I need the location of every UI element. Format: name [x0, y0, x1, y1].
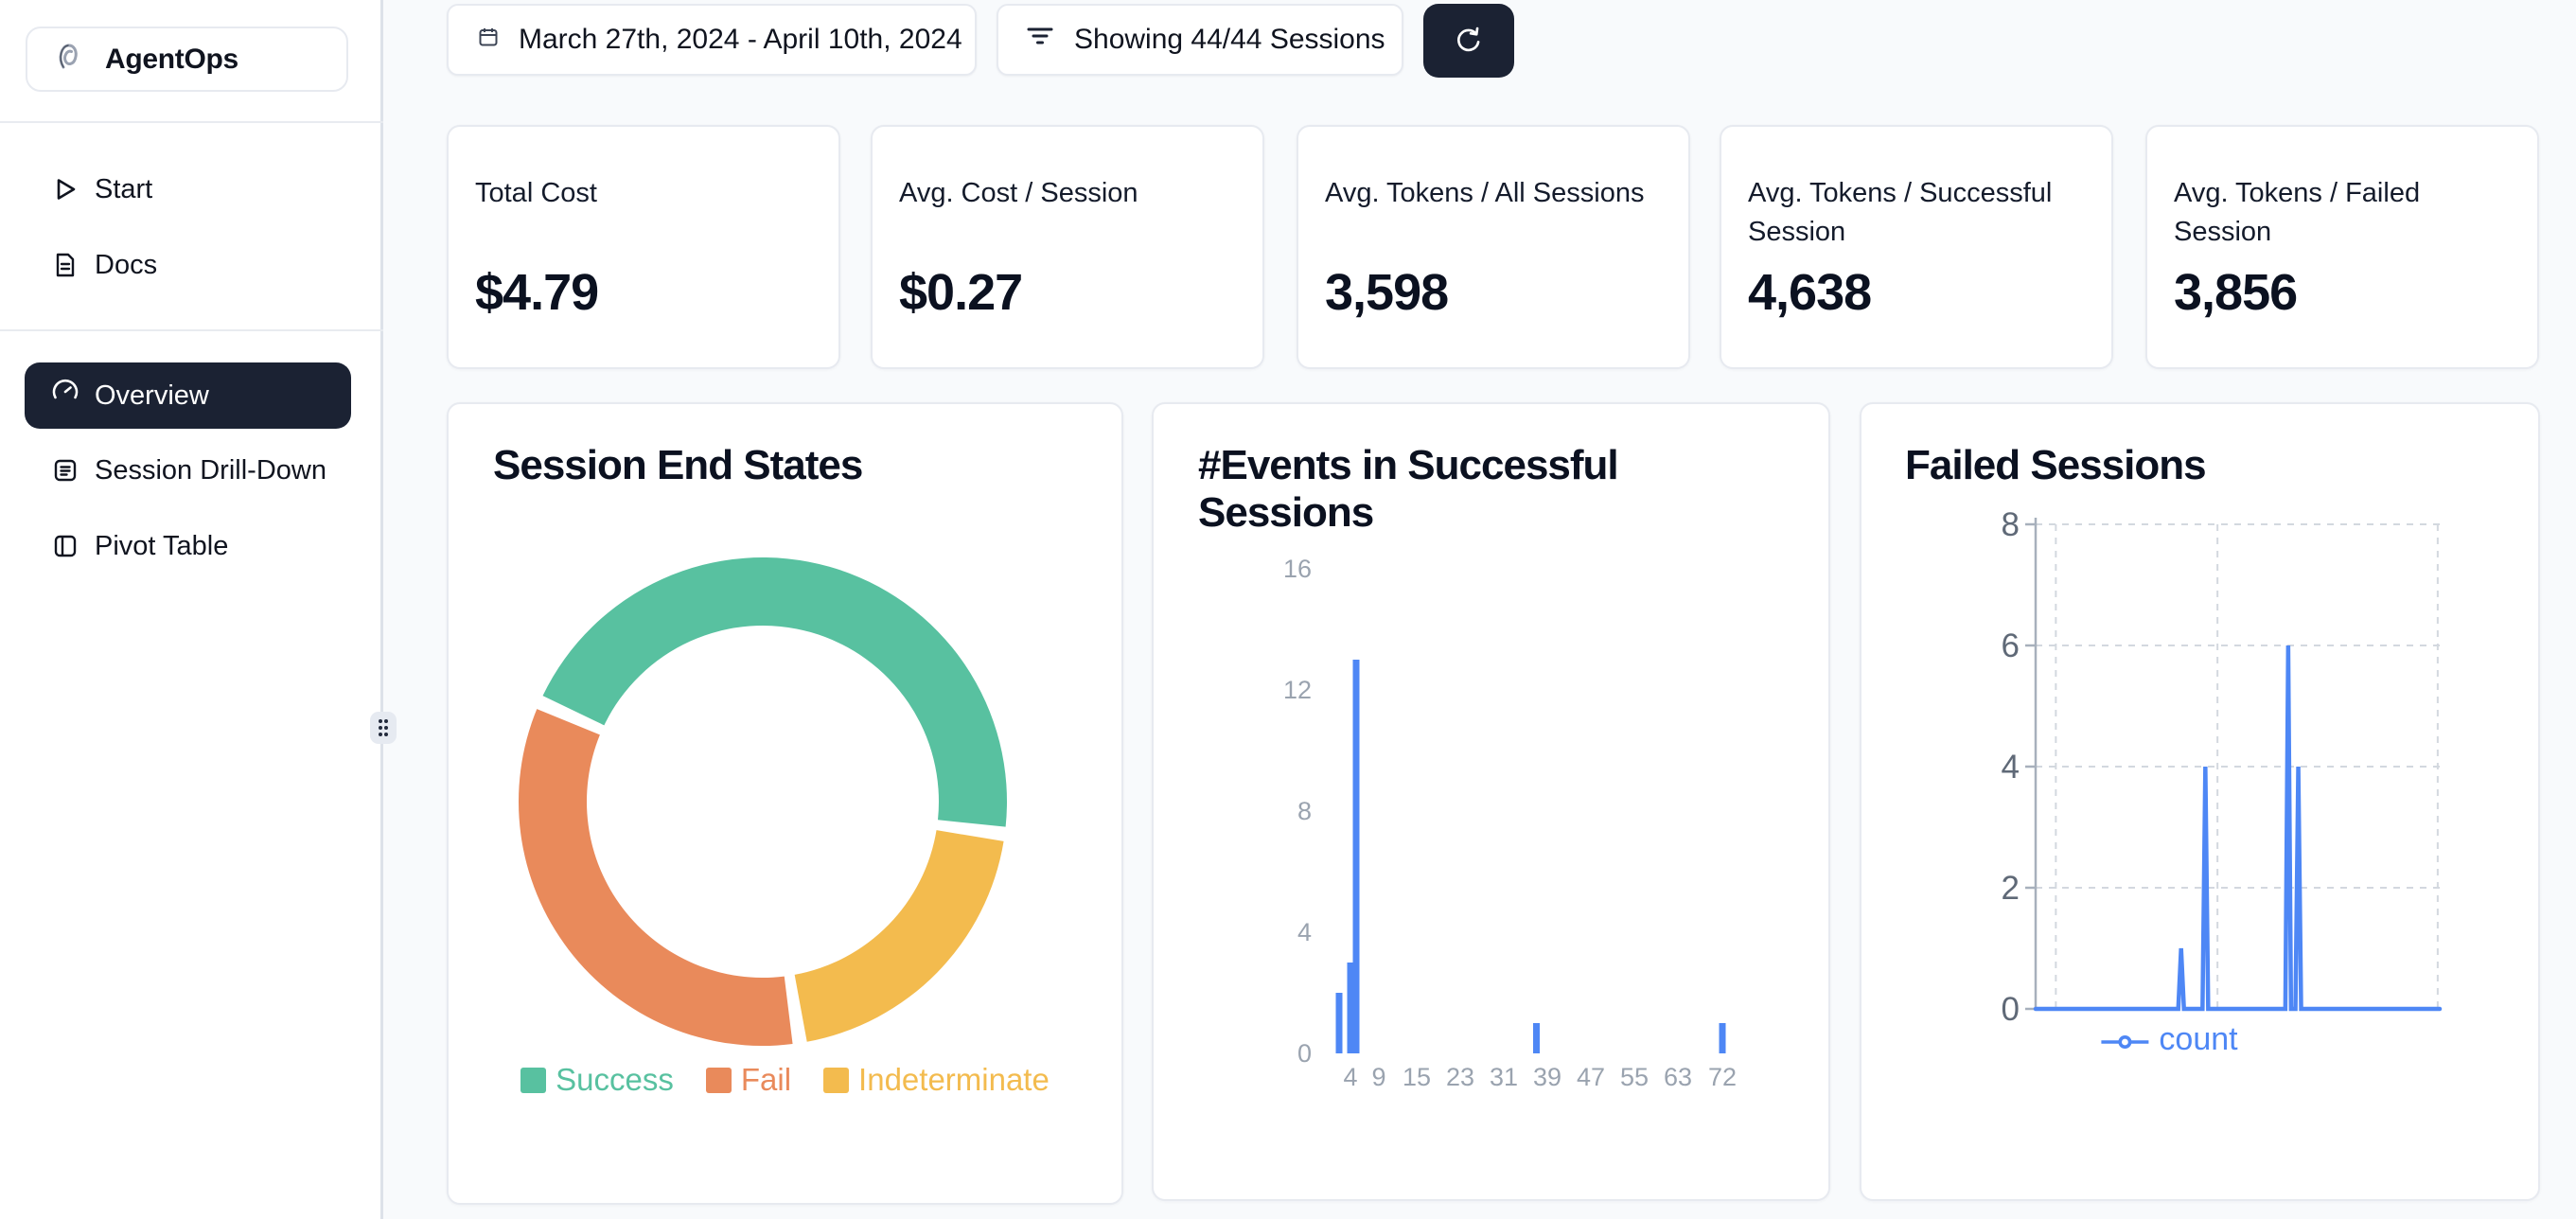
svg-text:15: 15: [1403, 1063, 1431, 1091]
stat-label: Avg. Tokens / Successful Session: [1748, 178, 2053, 247]
sidebar-item-label: Start: [95, 173, 153, 204]
logo-text: AgentOps: [105, 43, 238, 75]
sidebar-item-label: Docs: [95, 249, 158, 280]
stat-label: Avg. Cost / Session: [899, 178, 1138, 208]
stat-value: 3,598: [1325, 264, 1449, 321]
session-document-icon: [51, 456, 79, 485]
sidebar-item-overview[interactable]: Overview: [25, 362, 351, 429]
play-icon: [51, 175, 79, 203]
stat-label: Avg. Tokens / Failed Session: [2174, 178, 2421, 247]
svg-text:0: 0: [1297, 1039, 1312, 1068]
sidebar-item-docs[interactable]: Docs: [0, 238, 383, 292]
chart-title: #Events in Successful Sessions: [1198, 442, 1619, 536]
legend-swatch: [823, 1067, 850, 1093]
count-legend[interactable]: count: [2100, 1021, 2238, 1058]
svg-text:72: 72: [1708, 1063, 1737, 1091]
svg-text:23: 23: [1446, 1063, 1474, 1091]
session-end-states-card: Session End States Success Fail Indeterm…: [447, 402, 1123, 1205]
svg-text:55: 55: [1620, 1063, 1649, 1091]
pivot-table-icon: [51, 532, 79, 560]
svg-text:0: 0: [2002, 991, 2020, 1028]
legend-swatch: [705, 1067, 732, 1093]
stat-card-total-cost: Total Cost $4.79: [447, 125, 840, 369]
failed-sessions-line-chart: 0 2 4 6 8: [2002, 506, 2443, 1028]
svg-text:4: 4: [1297, 918, 1312, 946]
svg-text:8: 8: [2002, 506, 2020, 543]
gauge-icon: [51, 378, 79, 414]
failed-sessions-card: Failed Sessions 0 2 4 6 8 count: [1860, 402, 2540, 1201]
svg-text:63: 63: [1664, 1063, 1692, 1091]
docs-icon: [51, 251, 79, 279]
stat-value: $4.79: [475, 264, 599, 321]
date-range-label: March 27th, 2024 - April 10th, 2024: [519, 24, 962, 55]
sidebar-resize-handle[interactable]: [370, 712, 397, 744]
legend-label: Fail: [740, 1062, 792, 1097]
stat-label: Avg. Tokens / All Sessions: [1325, 178, 1645, 208]
svg-text:4: 4: [2002, 749, 2020, 786]
stat-value: 4,638: [1748, 264, 1872, 321]
stat-value: $0.27: [899, 264, 1023, 321]
sidebar-divider-mid: [0, 329, 383, 331]
paperclip-logo-icon: [52, 40, 86, 79]
svg-text:47: 47: [1577, 1063, 1605, 1091]
refresh-button[interactable]: [1423, 4, 1514, 78]
stat-card-avg-cost-session: Avg. Cost / Session $0.27: [871, 125, 1264, 369]
stat-card-avg-tokens-failed: Avg. Tokens / Failed Session 3,856: [2145, 125, 2539, 369]
filter-icon: [1025, 22, 1055, 58]
svg-text:12: 12: [1283, 676, 1312, 704]
sessions-filter-button[interactable]: Showing 44/44 Sessions: [997, 4, 1403, 76]
stat-label: Total Cost: [475, 178, 597, 208]
svg-text:6: 6: [2002, 627, 2020, 664]
sidebar-item-start[interactable]: Start: [0, 162, 383, 217]
legend-item-fail[interactable]: Fail: [705, 1062, 792, 1098]
session-end-states-donut-chart: [518, 556, 1007, 1046]
svg-text:9: 9: [1371, 1063, 1385, 1091]
stat-card-avg-tokens-all: Avg. Tokens / All Sessions 3,598: [1297, 125, 1690, 369]
svg-text:2: 2: [2002, 870, 2020, 907]
svg-text:4: 4: [1343, 1063, 1357, 1091]
svg-text:39: 39: [1533, 1063, 1561, 1091]
legend-label: Indeterminate: [858, 1062, 1050, 1097]
legend-item-indeterminate[interactable]: Indeterminate: [823, 1062, 1050, 1098]
legend-label: count: [2159, 1021, 2238, 1057]
refresh-icon: [1450, 21, 1488, 62]
calendar-icon: [477, 24, 500, 56]
events-successful-sessions-card: #Events in Successful Sessions 0 4 8 12 16 4 9…: [1152, 402, 1830, 1201]
sidebar-item-label: Pivot Table: [95, 530, 229, 561]
date-range-button[interactable]: March 27th, 2024 - April 10th, 2024: [447, 4, 977, 76]
svg-text:8: 8: [1297, 797, 1312, 825]
sidebar: AgentOps Start Docs: [0, 0, 383, 1219]
chart-title: Session End States: [493, 442, 863, 488]
svg-text:16: 16: [1283, 555, 1312, 583]
sessions-filter-label: Showing 44/44 Sessions: [1074, 24, 1385, 55]
line-series-marker-icon: [2100, 1021, 2149, 1058]
grip-dots-icon: [379, 719, 388, 736]
stat-card-avg-tokens-successful: Avg. Tokens / Successful Session 4,638: [1720, 125, 2113, 369]
sidebar-item-session-drill-down[interactable]: Session Drill-Down: [0, 443, 383, 498]
legend-label: Success: [556, 1062, 674, 1097]
sidebar-item-label: Session Drill-Down: [95, 454, 326, 486]
sidebar-divider-top: [0, 121, 383, 123]
legend-item-success[interactable]: Success: [520, 1062, 674, 1098]
svg-text:31: 31: [1490, 1063, 1518, 1091]
chart-title: Failed Sessions: [1905, 442, 2207, 488]
stat-value: 3,856: [2174, 264, 2298, 321]
donut-legend: Success Fail Indeterminate: [449, 1062, 1121, 1098]
logo-button[interactable]: AgentOps: [26, 26, 348, 92]
sidebar-item-pivot-table[interactable]: Pivot Table: [0, 519, 383, 574]
legend-swatch: [520, 1067, 547, 1093]
sidebar-item-label: Overview: [95, 380, 209, 411]
